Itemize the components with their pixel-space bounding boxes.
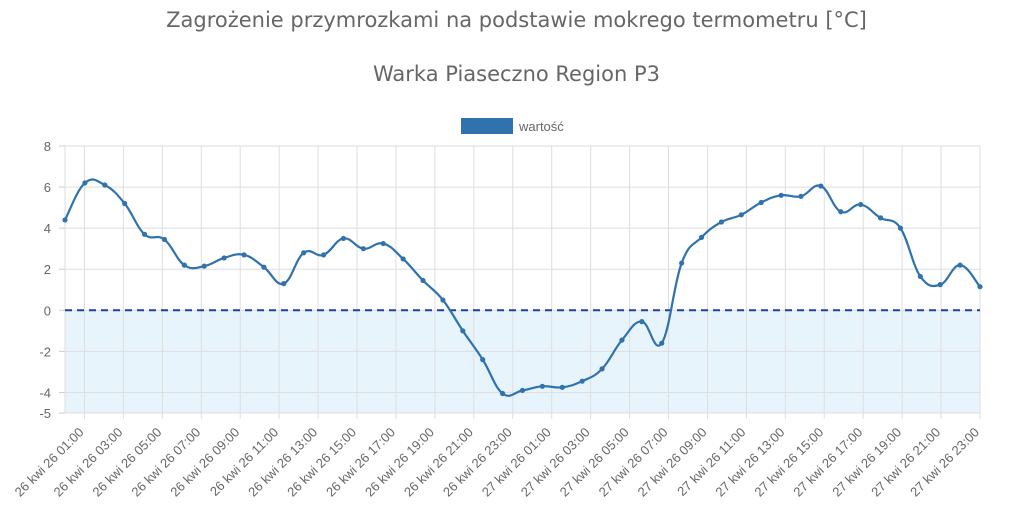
data-point[interactable] (579, 378, 585, 384)
x-tick-label: 26 kwi 26 13:00 (245, 425, 320, 500)
data-point[interactable] (659, 340, 665, 346)
data-point[interactable] (141, 231, 148, 237)
data-point[interactable] (738, 212, 744, 218)
data-point[interactable] (798, 193, 804, 199)
x-tick-label: 26 kwi 26 09:00 (167, 425, 242, 500)
data-point[interactable] (480, 357, 486, 363)
legend[interactable]: wartość (461, 118, 564, 134)
x-tick-label: 27 kwi 26 07:00 (596, 425, 671, 500)
y-tick-label: 0 (44, 303, 51, 318)
x-tick-label: 27 kwi 26 21:00 (868, 425, 943, 500)
data-point[interactable] (977, 284, 983, 290)
chart-subtitle: Warka Piaseczno Region P3 (372, 62, 661, 86)
data-point[interactable] (440, 297, 446, 303)
data-point[interactable] (519, 387, 526, 394)
x-tick-label: 26 kwi 26 19:00 (362, 425, 437, 500)
x-tick-label: 26 kwi 26 03:00 (51, 425, 126, 500)
x-tick-label: 26 kwi 26 23:00 (440, 425, 515, 500)
data-point[interactable] (122, 200, 128, 207)
x-tick-label: 27 kwi 26 17:00 (790, 425, 865, 500)
x-tick-label: 27 kwi 26 01:00 (479, 425, 554, 500)
data-point[interactable] (539, 383, 545, 389)
y-tick-label: 4 (44, 221, 51, 236)
data-point[interactable] (62, 217, 68, 223)
y-tick-label: -5 (39, 406, 51, 421)
x-tick-label: 26 kwi 26 11:00 (207, 425, 281, 499)
data-point[interactable] (877, 215, 884, 221)
data-point[interactable] (897, 225, 904, 231)
data-point[interactable] (241, 252, 247, 258)
x-tick-label: 27 kwi 26 03:00 (518, 425, 593, 500)
data-point[interactable] (679, 260, 685, 266)
data-point[interactable] (400, 256, 406, 262)
x-tick-label: 26 kwi 26 01:00 (12, 425, 87, 500)
y-tick-label: 2 (44, 262, 51, 277)
data-point[interactable] (201, 263, 207, 269)
y-tick-label: 6 (44, 180, 51, 195)
data-point[interactable] (639, 319, 645, 325)
x-tick-label: 27 kwi 26 13:00 (712, 425, 787, 500)
legend-label: wartość (518, 119, 564, 134)
data-point[interactable] (281, 281, 287, 287)
data-point[interactable] (161, 236, 168, 243)
data-point[interactable] (221, 255, 227, 261)
data-point[interactable] (420, 277, 426, 284)
data-point[interactable] (500, 390, 506, 397)
legend-swatch (461, 118, 513, 134)
data-point[interactable] (698, 234, 705, 240)
below-threshold-area (65, 310, 980, 413)
chart-title: Zagrożenie przymrozkami na podstawie mok… (166, 8, 867, 32)
data-point[interactable] (778, 192, 784, 198)
data-point[interactable] (82, 180, 88, 186)
x-tick-label: 27 kwi 26 09:00 (635, 425, 710, 500)
data-point[interactable] (261, 264, 267, 270)
x-tick-label: 26 kwi 26 17:00 (323, 425, 398, 500)
y-tick-label: -2 (39, 344, 51, 359)
data-point[interactable] (340, 235, 347, 242)
data-point[interactable] (917, 273, 923, 280)
data-point[interactable] (718, 219, 725, 225)
y-tick-label: -4 (39, 385, 51, 400)
x-tick-label: 26 kwi 26 07:00 (128, 425, 203, 500)
data-point[interactable] (599, 366, 605, 372)
x-tick-label: 26 kwi 26 05:00 (89, 425, 164, 500)
data-point[interactable] (301, 250, 307, 256)
x-tick-label: 27 kwi 26 05:00 (557, 425, 632, 500)
data-point[interactable] (838, 209, 844, 215)
data-point[interactable] (937, 282, 943, 288)
data-point[interactable] (858, 201, 864, 208)
data-point[interactable] (818, 183, 824, 189)
data-point[interactable] (559, 384, 565, 390)
data-point[interactable] (360, 246, 366, 252)
x-tick-label: 26 kwi 26 15:00 (284, 425, 359, 500)
data-point[interactable] (460, 328, 466, 334)
x-tick-label: 27 kwi 26 11:00 (674, 425, 748, 499)
data-point[interactable] (758, 199, 764, 206)
data-point[interactable] (957, 262, 963, 268)
x-tick-label: 26 kwi 26 21:00 (401, 425, 476, 500)
x-tick-label: 27 kwi 26 19:00 (829, 425, 904, 500)
data-point[interactable] (320, 252, 327, 258)
data-point[interactable] (102, 182, 108, 188)
x-tick-label: 27 kwi 26 15:00 (751, 425, 826, 500)
x-tick-label: 27 kwi 26 23:00 (907, 425, 982, 500)
y-tick-label: 8 (44, 139, 51, 154)
data-point[interactable] (619, 337, 625, 343)
data-point[interactable] (181, 262, 187, 268)
data-point[interactable] (380, 240, 386, 247)
